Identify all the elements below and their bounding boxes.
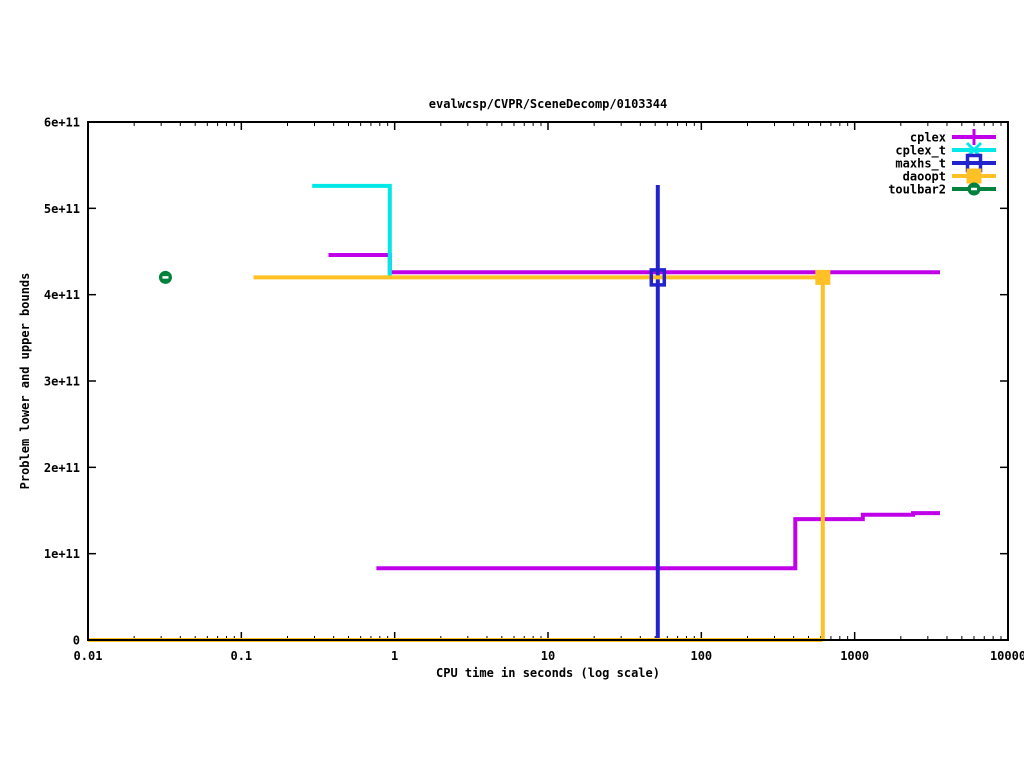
x-tick-label: 1 bbox=[391, 649, 398, 663]
legend-label-toulbar2: toulbar2 bbox=[888, 183, 946, 197]
y-tick-label: 4e+11 bbox=[44, 288, 80, 302]
series-cplex_t-line bbox=[312, 183, 392, 278]
x-tick-label: 10 bbox=[541, 649, 555, 663]
y-tick-label: 3e+11 bbox=[44, 375, 80, 389]
y-tick-label: 1e+11 bbox=[44, 547, 80, 561]
x-tick-label: 0.01 bbox=[74, 649, 103, 663]
legend-marker-daoopt bbox=[966, 168, 982, 184]
series-toulbar2-marker-dash bbox=[162, 276, 169, 279]
series-maxhs_t-marker bbox=[649, 268, 667, 287]
chart-title: evalwcsp/CVPR/SceneDecomp/0103344 bbox=[428, 97, 668, 111]
legend-label-cplex_t: cplex_t bbox=[895, 144, 946, 159]
x-axis-label: CPU time in seconds (log scale) bbox=[436, 666, 660, 680]
x-tick-label: 0.1 bbox=[230, 649, 252, 663]
y-tick-label: 5e+11 bbox=[44, 202, 80, 216]
series-cplex-line bbox=[328, 253, 940, 275]
y-tick-label: 6e+11 bbox=[44, 116, 80, 130]
series-daoopt-marker bbox=[815, 269, 831, 285]
series-daoopt-line bbox=[253, 275, 825, 640]
legend-marker-toulbar2-dash bbox=[971, 187, 977, 191]
x-tick-label: 10000 bbox=[990, 649, 1024, 663]
plot-border bbox=[87, 121, 1009, 641]
legend-label-cplex: cplex bbox=[910, 131, 946, 145]
series-cplex-line bbox=[376, 511, 940, 571]
legend-label-daoopt: daoopt bbox=[903, 170, 946, 184]
y-tick-label: 0 bbox=[73, 634, 80, 648]
x-tick-label: 1000 bbox=[840, 649, 869, 663]
y-tick-label: 2e+11 bbox=[44, 461, 80, 475]
x-tick-label: 100 bbox=[690, 649, 712, 663]
legend-label-maxhs_t: maxhs_t bbox=[895, 157, 946, 172]
